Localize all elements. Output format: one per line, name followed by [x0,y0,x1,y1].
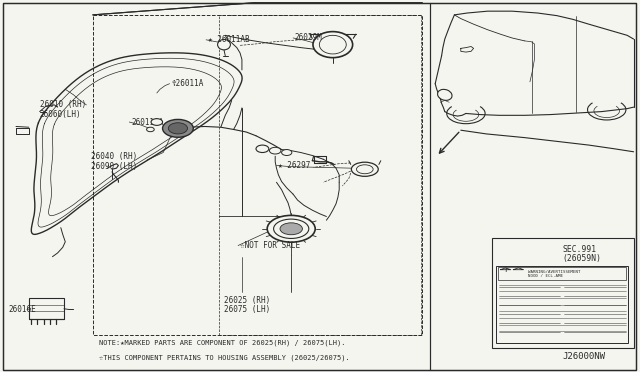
Bar [29,298,64,319]
Text: ☦26011A: ☦26011A [172,79,204,88]
Text: 26025 (RH): 26025 (RH) [224,296,270,305]
Ellipse shape [280,223,302,235]
Bar [430,3,636,370]
Text: J26000NW: J26000NW [563,352,605,361]
Bar [492,238,634,348]
Text: ☆NOT FOR SALE: ☆NOT FOR SALE [240,241,300,250]
Ellipse shape [269,147,281,154]
Text: 26016E: 26016E [8,305,36,314]
Ellipse shape [163,119,193,137]
Ellipse shape [351,162,378,176]
Bar [498,267,626,280]
Ellipse shape [438,89,452,100]
Ellipse shape [313,32,353,58]
Text: 26029M: 26029M [294,33,322,42]
Text: ★ 26011AB: ★ 26011AB [208,35,250,44]
Ellipse shape [268,215,315,242]
Ellipse shape [256,145,269,153]
Text: 26011AA: 26011AA [131,118,164,126]
Ellipse shape [356,165,373,174]
Bar [3,3,430,370]
Text: 26040 (RH): 26040 (RH) [91,153,137,161]
Text: SEC.991: SEC.991 [563,246,596,254]
Text: (26059N): (26059N) [563,254,602,263]
Text: NOTE:★MARKED PARTS ARE COMPONENT OF 26025(RH) / 26075(LH).: NOTE:★MARKED PARTS ARE COMPONENT OF 2602… [99,339,346,346]
Ellipse shape [168,123,188,134]
Text: NOOD / ECL.AME: NOOD / ECL.AME [528,274,563,278]
Bar [496,266,628,343]
Text: WARNING/AVERTISSEMENT: WARNING/AVERTISSEMENT [528,270,580,274]
Ellipse shape [319,35,346,54]
Ellipse shape [218,39,230,50]
Text: 26075 (LH): 26075 (LH) [224,305,270,314]
Text: 26060(LH): 26060(LH) [40,110,81,119]
Ellipse shape [282,150,292,155]
Text: 26010 (RH): 26010 (RH) [40,100,86,109]
Ellipse shape [147,127,154,132]
Ellipse shape [274,219,309,238]
Text: 26090 (LH): 26090 (LH) [91,162,137,171]
Text: !: ! [504,268,507,273]
Text: ★ 26297: ★ 26297 [278,161,311,170]
Text: ☆THIS COMPONENT PERTAINS TO HOUSING ASSEMBLY (26025/26075).: ☆THIS COMPONENT PERTAINS TO HOUSING ASSE… [99,354,350,360]
Ellipse shape [151,119,163,125]
